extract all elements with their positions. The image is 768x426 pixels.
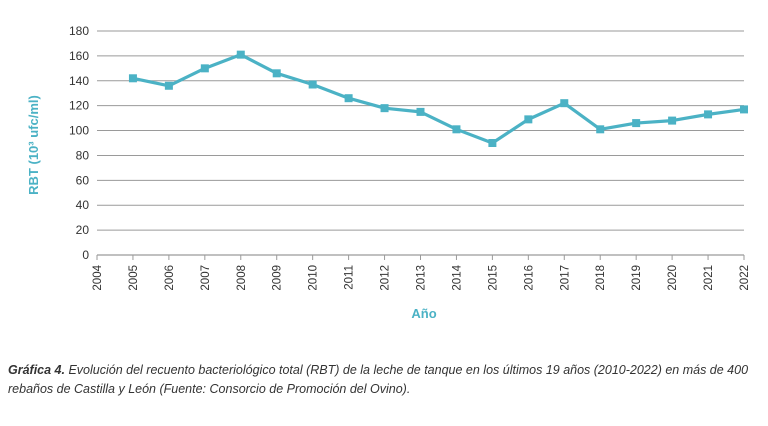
y-tick-label: 100 <box>69 124 89 138</box>
x-tick-label: 2014 <box>451 264 463 290</box>
x-axis-ticks: 2004 2005 2006 2007 2008 2009 2010 2011 2012 2013… <box>92 255 751 291</box>
x-tick-label: 2009 <box>272 265 284 291</box>
x-tick-label: 2021 <box>703 265 715 291</box>
x-tick-label: 2016 <box>523 265 535 291</box>
data-point-marker <box>632 119 641 128</box>
x-tick-label: 2017 <box>559 265 571 291</box>
data-point-marker <box>668 116 677 125</box>
caption-text: Evolución del recuento bacteriológico to… <box>8 363 749 396</box>
data-point-marker <box>164 81 173 90</box>
data-point-marker <box>344 94 353 103</box>
data-point-marker <box>380 104 389 113</box>
data-point-marker <box>272 69 281 78</box>
x-tick-label: 2012 <box>380 265 392 291</box>
data-point-marker <box>416 107 425 116</box>
y-tick-label: 80 <box>76 148 90 162</box>
y-axis-label: RBT (10³ ufc/ml) <box>26 95 41 195</box>
x-tick-label: 2011 <box>344 265 356 290</box>
x-tick-label: 2020 <box>667 265 679 291</box>
y-tick-label: 20 <box>76 223 90 237</box>
x-tick-label: 2005 <box>128 265 140 291</box>
x-tick-label: 2015 <box>487 265 499 291</box>
x-tick-label: 2008 <box>236 265 248 291</box>
caption-label: Gráfica 4. <box>8 363 65 377</box>
grid-lines <box>97 30 744 256</box>
data-point-marker <box>200 64 209 73</box>
y-tick-label: 160 <box>69 49 89 63</box>
data-point-marker <box>488 139 497 147</box>
data-point-marker <box>236 50 245 59</box>
y-tick-label: 180 <box>69 24 89 38</box>
series-rbt <box>128 50 748 147</box>
figure-caption: Gráfica 4. Evolución del recuento bacter… <box>8 361 760 399</box>
y-tick-label: 60 <box>76 173 90 187</box>
data-point-marker <box>308 80 317 89</box>
x-tick-label: 2018 <box>595 265 607 291</box>
x-tick-label: 2022 <box>739 265 751 291</box>
data-point-marker <box>596 125 605 134</box>
data-point-marker <box>740 105 748 114</box>
data-point-marker <box>452 125 461 134</box>
x-tick-label: 2004 <box>92 264 104 290</box>
x-tick-label: 2019 <box>631 265 643 291</box>
y-tick-label: 40 <box>76 198 90 212</box>
y-tick-label: 120 <box>69 99 89 113</box>
data-point-marker <box>128 74 137 83</box>
y-axis-ticks: 0 20 40 60 80 100 120 140 160 180 <box>69 24 89 262</box>
data-point-marker <box>560 99 569 108</box>
data-point-marker <box>524 115 533 124</box>
x-tick-label: 2013 <box>416 265 428 291</box>
data-point-marker <box>704 110 713 119</box>
x-tick-label: 2006 <box>164 265 176 291</box>
series-line <box>132 53 745 145</box>
y-tick-label: 0 <box>82 248 89 262</box>
x-tick-label: 2007 <box>200 265 212 291</box>
x-axis-label: Año <box>411 306 436 321</box>
x-tick-label: 2010 <box>308 265 320 291</box>
y-tick-label: 140 <box>69 74 89 88</box>
